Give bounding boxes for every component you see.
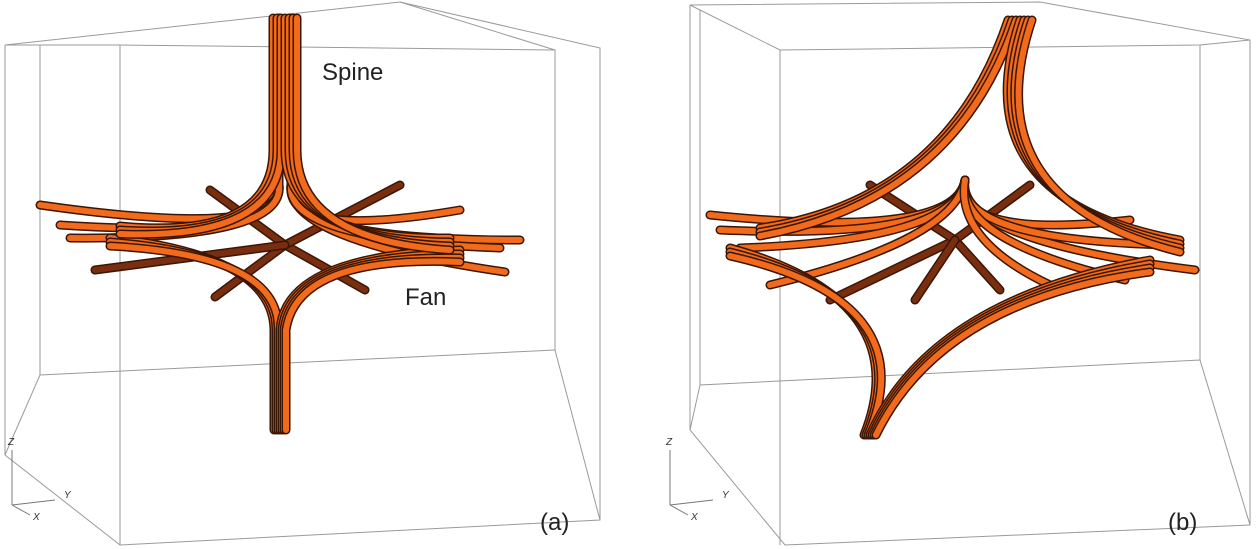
tube xyxy=(60,18,279,228)
tube xyxy=(280,250,460,430)
tube xyxy=(870,260,1150,435)
axis-triad: Z Y X xyxy=(7,437,72,523)
tube-outline xyxy=(282,254,460,430)
tube-outline xyxy=(120,18,277,231)
tube xyxy=(40,18,279,219)
tube-outline xyxy=(60,18,279,228)
box-b xyxy=(690,2,1250,545)
tube xyxy=(120,18,281,234)
axis-label: Z xyxy=(665,437,673,448)
tube xyxy=(872,264,1150,435)
panel-label: (b) xyxy=(1168,509,1197,536)
axis-label: Z xyxy=(7,437,15,448)
annotation: Spine xyxy=(322,59,383,86)
tube xyxy=(1007,20,1180,240)
tube xyxy=(120,18,273,228)
tube-outline xyxy=(870,260,1150,435)
axis-label: Y xyxy=(64,490,72,501)
field-lines xyxy=(40,18,1195,435)
axis-triad: Z Y X xyxy=(665,437,730,523)
axis-label: Y xyxy=(722,490,730,501)
figure: Spine Fan (a) (b) Z Y X Z Y X xyxy=(0,0,1257,549)
axis-label: X xyxy=(32,512,40,523)
tube-outline xyxy=(1019,20,1180,252)
tube-outline xyxy=(40,18,279,219)
tube-outline xyxy=(280,250,460,430)
panel-label: (a) xyxy=(540,509,569,536)
tube-outline xyxy=(760,20,1016,236)
tube-outline xyxy=(120,18,273,228)
tube-outline xyxy=(872,264,1150,435)
tube-outline xyxy=(1007,20,1180,240)
tube xyxy=(760,20,1016,236)
annotation: Fan xyxy=(405,284,446,311)
axis-label: X xyxy=(690,512,698,523)
